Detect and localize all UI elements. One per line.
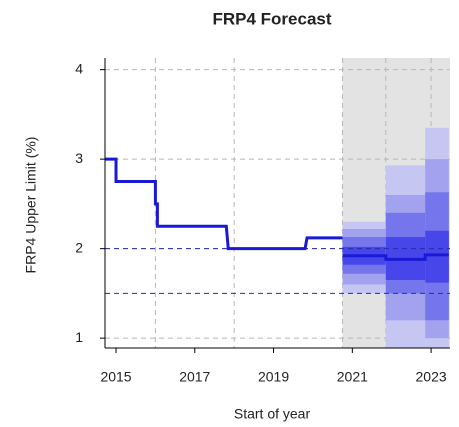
- axes: 1 2 3 4 2015 2017 2019 2021 2023: [75, 58, 450, 385]
- y-axis-label: FRP4 Upper Limit (%): [23, 137, 39, 274]
- y-tick-label: 1: [75, 329, 83, 345]
- plot-area: [105, 58, 450, 348]
- series-line: [105, 157, 343, 251]
- y-tick-label: 4: [75, 60, 83, 76]
- y-tick-label: 3: [75, 150, 83, 166]
- series-line: [342, 253, 449, 261]
- x-tick-label: 2021: [337, 369, 368, 385]
- fan-band: [425, 230, 449, 283]
- x-axis-label: Start of year: [234, 406, 311, 422]
- chart-title: FRP4 Forecast: [212, 9, 331, 28]
- x-tick-label: 2015: [100, 369, 131, 385]
- x-tick-label: 2017: [179, 369, 210, 385]
- y-tick-label: 2: [75, 239, 83, 255]
- x-tick-label: 2019: [258, 369, 289, 385]
- x-tick-label: 2023: [416, 369, 447, 385]
